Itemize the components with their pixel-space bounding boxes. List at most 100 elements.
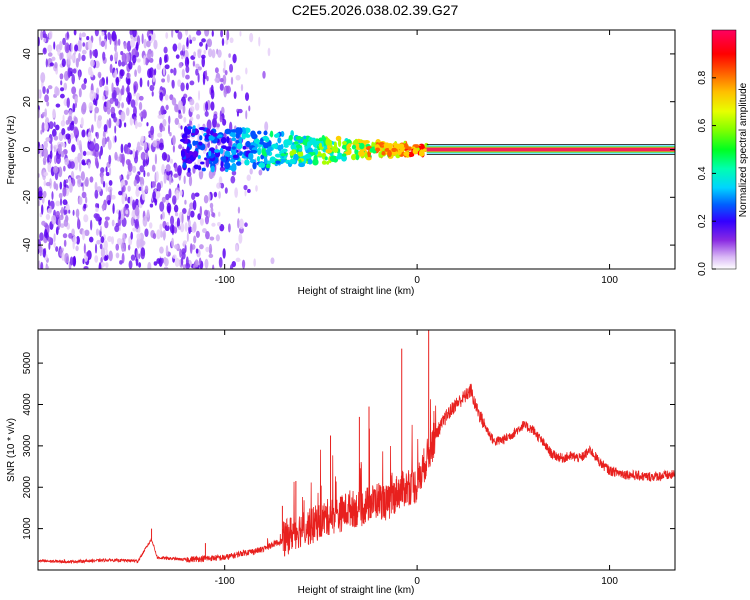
heat-cell <box>219 83 224 91</box>
heat-cell <box>337 139 342 148</box>
heat-cell <box>198 141 203 146</box>
heat-cell <box>181 213 184 224</box>
heat-cell <box>182 208 187 214</box>
heat-cell <box>412 148 419 155</box>
heat-cell <box>68 177 72 185</box>
heat-cell <box>230 76 234 85</box>
heat-cell <box>177 225 182 230</box>
heat-cell <box>167 123 171 135</box>
heat-cell <box>108 154 112 165</box>
heat-cell <box>365 156 372 161</box>
heat-cell <box>38 89 41 99</box>
heat-cell <box>195 230 200 238</box>
heat-cell <box>219 223 225 232</box>
heat-cell <box>239 30 242 37</box>
heat-cell <box>40 261 44 269</box>
heat-cell <box>187 219 191 228</box>
heat-cell <box>89 89 95 101</box>
heat-cell <box>61 251 65 261</box>
heat-cell <box>200 161 205 165</box>
heat-cell <box>121 52 127 63</box>
heat-cell <box>143 141 148 151</box>
heat-cell <box>233 91 237 99</box>
heat-cell <box>189 106 195 113</box>
heat-cell <box>55 210 60 218</box>
heat-cell <box>171 30 174 38</box>
heat-cell <box>209 236 215 241</box>
heat-cell <box>44 108 48 118</box>
heat-cell <box>60 120 66 127</box>
heat-cell <box>260 154 265 160</box>
snr-frame <box>37 329 676 571</box>
heat-cell <box>182 104 186 115</box>
heat-cell <box>118 93 122 102</box>
heat-cell <box>133 179 137 187</box>
heat-cell <box>100 247 106 258</box>
heat-cell <box>235 132 240 139</box>
heat-cell <box>108 250 113 262</box>
colorbar-tick-label: 0.8 <box>697 70 708 84</box>
colorbar-label: Normalized spectral amplitude <box>738 82 749 217</box>
heat-cell <box>99 225 102 232</box>
heat-cell <box>177 31 183 40</box>
heat-cell <box>193 51 197 58</box>
heat-cell <box>156 63 161 70</box>
heat-cell <box>172 195 177 205</box>
heat-cell <box>179 189 183 197</box>
heat-cell <box>274 153 282 158</box>
heat-cell <box>204 209 209 217</box>
heat-cell <box>96 239 101 245</box>
heat-cell <box>63 109 69 115</box>
heat-cell <box>102 51 106 61</box>
heat-cell <box>302 135 307 140</box>
heat-cell <box>142 215 148 227</box>
heat-cell <box>164 94 169 101</box>
heat-cell <box>177 79 182 87</box>
heat-cell <box>100 174 104 185</box>
heat-cell <box>81 83 87 90</box>
heat-cell <box>63 179 67 189</box>
heat-cell <box>161 164 165 176</box>
heat-cell <box>107 139 112 151</box>
heat-cell <box>270 257 275 265</box>
heat-cell <box>146 172 150 177</box>
heat-cell <box>203 49 207 55</box>
heat-cell <box>70 42 73 53</box>
heat-cell <box>198 126 206 131</box>
heat-cell <box>267 47 271 57</box>
heat-cell <box>84 229 90 237</box>
heat-cell <box>130 254 136 261</box>
y-tick-label: 4000 <box>22 393 33 416</box>
heat-cell <box>154 153 158 165</box>
heat-cell <box>180 256 184 266</box>
heat-cell <box>161 78 166 83</box>
heat-cell <box>318 142 323 150</box>
heat-cell <box>76 235 80 245</box>
heat-cell <box>174 30 179 34</box>
heat-cell <box>127 185 131 192</box>
heat-cell <box>354 148 359 155</box>
heat-cell <box>115 76 120 87</box>
heat-cell <box>111 194 116 200</box>
heat-cell <box>403 151 410 157</box>
heat-cell <box>203 195 209 204</box>
heat-cell <box>321 160 327 165</box>
heat-cell <box>192 125 196 130</box>
heat-cell <box>258 162 264 168</box>
heat-cell <box>218 176 223 186</box>
colorbar-ticks: 0.0 0.2 0.4 0.6 0.8 <box>697 70 716 276</box>
heat-cell <box>103 255 108 262</box>
heat-cell <box>115 252 120 259</box>
heat-cell <box>143 55 146 66</box>
colorbar-tick-label: 0.2 <box>697 214 708 228</box>
heat-cell <box>40 72 46 83</box>
heat-cell <box>141 33 144 45</box>
heat-cell <box>173 204 179 213</box>
heat-cell <box>71 74 76 85</box>
heat-cell <box>313 154 318 163</box>
heat-cell <box>161 196 166 203</box>
heat-cell <box>136 237 141 249</box>
heat-cell <box>144 228 149 238</box>
heat-cell <box>188 175 193 187</box>
heat-cell <box>204 157 208 161</box>
